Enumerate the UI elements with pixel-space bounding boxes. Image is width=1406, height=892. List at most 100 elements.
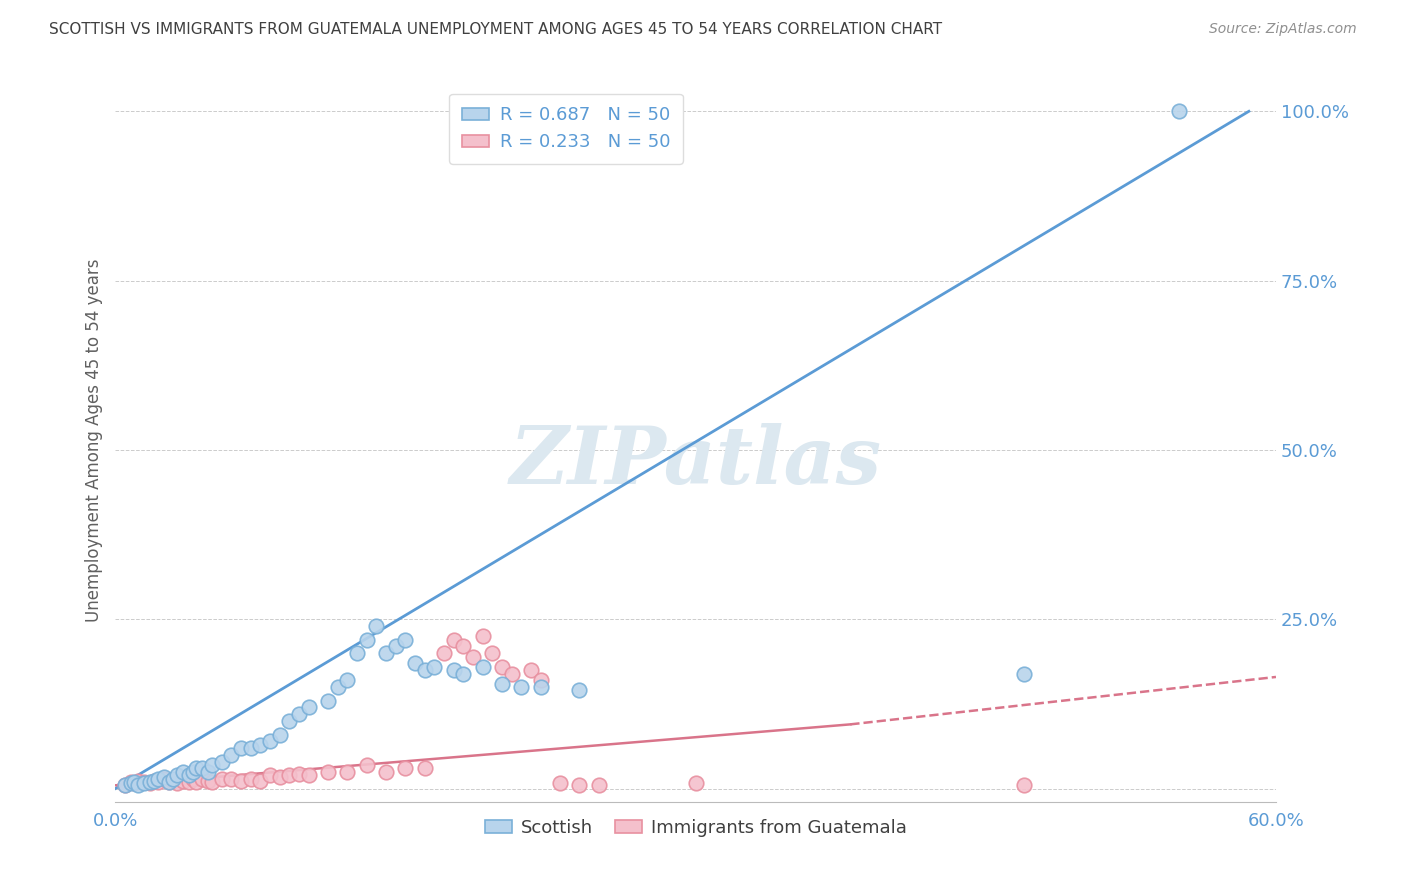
Point [120, 776, 142, 790]
Point [139, 776, 162, 790]
Point [166, 776, 188, 790]
Point [288, 767, 311, 781]
Point [278, 714, 301, 728]
Point [336, 673, 359, 688]
Point [181, 772, 204, 786]
Point [172, 764, 194, 779]
Point [568, 778, 591, 792]
Point [186, 761, 208, 775]
Point [157, 775, 180, 789]
Point [278, 768, 301, 782]
Point [186, 775, 208, 789]
Point [356, 632, 378, 647]
Point [219, 772, 242, 786]
Point [197, 764, 219, 779]
Point [297, 768, 319, 782]
Point [139, 775, 162, 789]
Point [211, 772, 233, 786]
Point [229, 741, 252, 756]
Point [162, 772, 184, 786]
Point [461, 649, 484, 664]
Point [375, 646, 398, 660]
Point [297, 700, 319, 714]
Point [685, 776, 707, 790]
Point [146, 775, 169, 789]
Point [413, 663, 436, 677]
Point [356, 758, 378, 772]
Point [1014, 778, 1036, 792]
Point [491, 677, 513, 691]
Point [219, 747, 242, 762]
Point [316, 764, 339, 779]
Point [443, 663, 465, 677]
Point [142, 773, 165, 788]
Point [548, 776, 571, 790]
Point [375, 764, 398, 779]
Point [530, 673, 553, 688]
Point [433, 646, 456, 660]
Point [501, 666, 523, 681]
Point [124, 776, 146, 790]
Point [177, 768, 200, 782]
Point [201, 758, 224, 772]
Point [229, 773, 252, 788]
Point [124, 775, 146, 789]
Point [394, 761, 416, 775]
Point [269, 727, 291, 741]
Point [127, 773, 149, 788]
Point [166, 768, 188, 782]
Text: SCOTTISH VS IMMIGRANTS FROM GUATEMALA UNEMPLOYMENT AMONG AGES 45 TO 54 YEARS COR: SCOTTISH VS IMMIGRANTS FROM GUATEMALA UN… [49, 22, 942, 37]
Point [453, 640, 475, 654]
Point [152, 770, 174, 784]
Point [423, 660, 446, 674]
Point [288, 707, 311, 722]
Point [443, 632, 465, 647]
Point [142, 773, 165, 788]
Point [326, 680, 349, 694]
Point [127, 778, 149, 792]
Point [239, 741, 262, 756]
Point [134, 775, 156, 789]
Text: ZIPatlas: ZIPatlas [509, 423, 882, 500]
Point [413, 761, 436, 775]
Point [346, 646, 368, 660]
Point [520, 663, 543, 677]
Point [316, 693, 339, 707]
Point [172, 773, 194, 788]
Point [269, 770, 291, 784]
Point [197, 773, 219, 788]
Y-axis label: Unemployment Among Ages 45 to 54 years: Unemployment Among Ages 45 to 54 years [86, 258, 103, 622]
Point [510, 680, 533, 694]
Point [249, 773, 271, 788]
Point [146, 772, 169, 786]
Point [239, 772, 262, 786]
Point [394, 632, 416, 647]
Point [1014, 666, 1036, 681]
Point [530, 680, 553, 694]
Point [134, 776, 156, 790]
Point [404, 657, 426, 671]
Point [191, 772, 214, 786]
Point [191, 761, 214, 775]
Point [114, 778, 136, 792]
Point [211, 755, 233, 769]
Point [588, 778, 610, 792]
Point [162, 773, 184, 788]
Point [120, 775, 142, 789]
Point [366, 619, 388, 633]
Point [259, 734, 281, 748]
Point [471, 629, 494, 643]
Point [481, 646, 503, 660]
Point [157, 775, 180, 789]
Point [259, 768, 281, 782]
Point [152, 772, 174, 786]
Point [336, 764, 359, 779]
Point [249, 738, 271, 752]
Text: Source: ZipAtlas.com: Source: ZipAtlas.com [1209, 22, 1357, 37]
Point [491, 660, 513, 674]
Point [568, 683, 591, 698]
Point [177, 775, 200, 789]
Point [384, 640, 406, 654]
Point [114, 778, 136, 792]
Legend: Scottish, Immigrants from Guatemala: Scottish, Immigrants from Guatemala [478, 812, 914, 844]
